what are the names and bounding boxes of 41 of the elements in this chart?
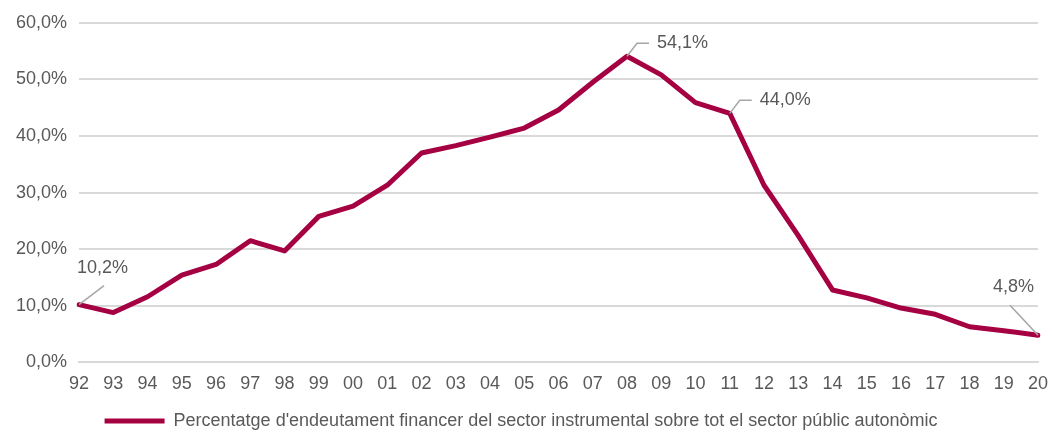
x-tick-label: 97 [240,373,261,394]
y-tick-label: 10,0% [15,294,68,315]
x-tick-label: 13 [788,373,809,394]
x-tick-label: 92 [69,373,90,394]
x-tick-label: 14 [822,373,843,394]
x-tick-label: 15 [856,373,877,394]
x-tick-label: 93 [103,373,124,394]
x-tick-label: 04 [480,373,501,394]
legend-label: Percentatge d'endeutament financer del sector instrumental sobre tot el sector públic autonòmic [173,409,938,430]
x-tick-label: 01 [377,373,398,394]
x-tick-label: 09 [651,373,672,394]
x-tick-label: 98 [274,373,295,394]
x-tick-label: 02 [411,373,432,394]
y-tick-label: 40,0% [15,124,68,145]
x-tick-label: 00 [343,373,364,394]
data-label: 44,0% [759,89,811,110]
x-tick-label: 03 [445,373,466,394]
y-tick-label: 30,0% [15,181,68,202]
x-tick-label: 05 [514,373,535,394]
y-tick-label: 0,0% [26,351,68,372]
y-tick-label: 20,0% [15,238,68,259]
x-tick-label: 99 [308,373,329,394]
data-label: 10,2% [77,256,129,277]
x-tick-label: 16 [890,373,912,394]
x-tick-label: 95 [171,373,192,394]
x-tick-label: 20 [1027,373,1049,394]
x-tick-label: 12 [754,373,775,394]
x-tick-label: 96 [206,373,227,394]
x-tick-label: 07 [582,373,603,394]
x-tick-label: 10 [685,373,706,394]
x-tick-label: 08 [617,373,638,394]
x-tick-label: 06 [548,373,569,394]
data-label: 54,1% [657,32,709,53]
x-tick-label: 19 [993,373,1014,394]
x-tick-label: 94 [137,373,158,394]
x-tick-label: 18 [959,373,980,394]
x-tick-label: 11 [720,373,740,394]
y-tick-label: 60,0% [15,11,68,32]
y-tick-label: 50,0% [15,68,68,89]
data-label: 4,8% [992,276,1034,297]
x-tick-label: 17 [925,373,946,394]
